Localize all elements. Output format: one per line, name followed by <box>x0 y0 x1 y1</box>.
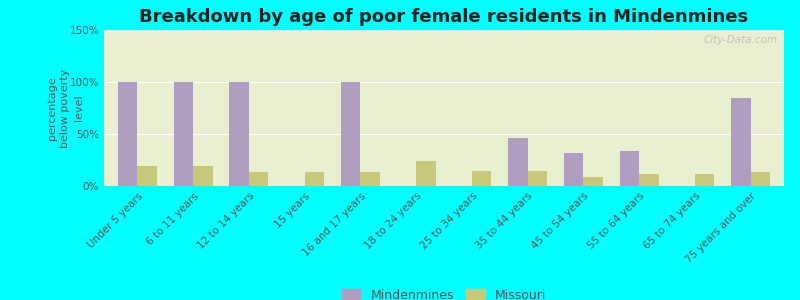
Bar <box>583 177 603 186</box>
Bar <box>472 171 491 186</box>
Bar <box>731 98 750 186</box>
Bar <box>360 172 380 186</box>
Text: City-Data.com: City-Data.com <box>703 35 778 45</box>
Bar <box>118 82 138 186</box>
Bar <box>416 161 436 186</box>
Y-axis label: percentage
below poverty
level: percentage below poverty level <box>47 68 83 148</box>
Bar <box>193 166 213 186</box>
Bar <box>564 153 583 186</box>
Bar <box>174 82 193 186</box>
Bar <box>528 171 547 186</box>
Bar <box>619 151 639 186</box>
Bar <box>341 82 360 186</box>
Bar <box>305 172 324 186</box>
Bar <box>230 82 249 186</box>
Bar <box>249 172 269 186</box>
Bar <box>750 172 770 186</box>
Bar <box>138 166 157 186</box>
Bar <box>508 138 528 186</box>
Bar <box>639 173 658 186</box>
Legend: Mindenmines, Missouri: Mindenmines, Missouri <box>342 289 546 300</box>
Title: Breakdown by age of poor female residents in Mindenmines: Breakdown by age of poor female resident… <box>139 8 749 26</box>
Bar <box>695 173 714 186</box>
